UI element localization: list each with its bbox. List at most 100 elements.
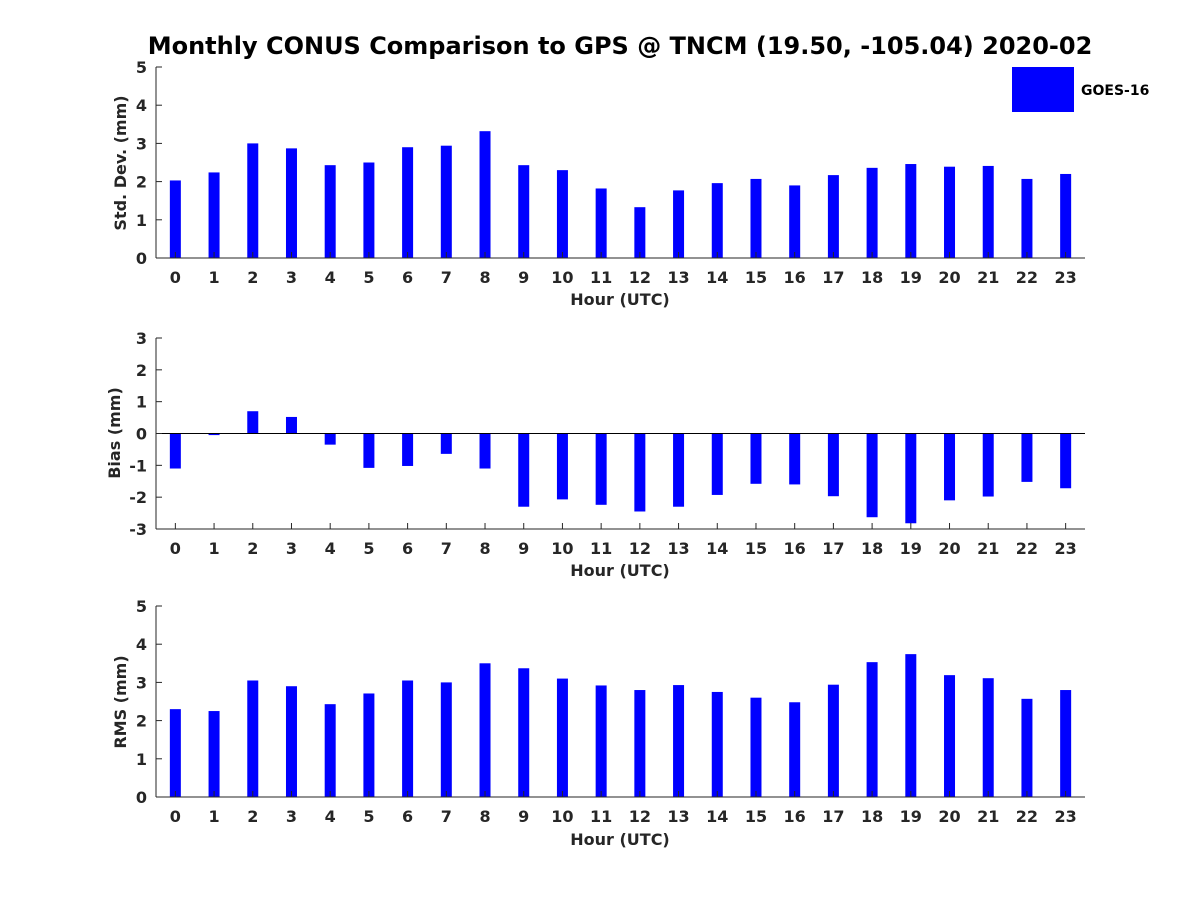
rms-bar (634, 690, 646, 797)
bias-bar (944, 433, 956, 501)
std-dev-bar (595, 188, 607, 258)
std-dev-x-tick-label: 11 (590, 268, 612, 287)
bias-x-tick-label: 7 (441, 539, 452, 558)
bias-x-tick-label: 0 (170, 539, 181, 558)
bias-bar (285, 416, 297, 434)
std-dev-y-tick-label: 2 (136, 173, 147, 192)
bias-x-tick-label: 5 (363, 539, 374, 558)
bias-x-tick-label: 11 (590, 539, 612, 558)
rms-x-tick-label: 3 (286, 807, 297, 826)
rms-bar (440, 682, 452, 797)
rms-bar (673, 685, 685, 797)
std-dev-x-axis-label: Hour (UTC) (570, 290, 670, 309)
bias-x-tick-label: 17 (822, 539, 844, 558)
bias-y-tick-label: -3 (129, 520, 147, 539)
figure-title: Monthly CONUS Comparison to GPS @ TNCM (… (148, 32, 1093, 60)
rms-x-tick-label: 22 (1016, 807, 1038, 826)
std-dev-x-tick-label: 4 (325, 268, 336, 287)
bias-x-tick-label: 12 (629, 539, 651, 558)
std-dev-y-tick-label: 3 (136, 134, 147, 153)
bias-bar (866, 433, 878, 518)
bias-bar (595, 433, 607, 505)
bias-x-tick-label: 10 (551, 539, 573, 558)
rms-bar (789, 702, 801, 797)
rms-x-tick-label: 17 (822, 807, 844, 826)
rms-bar (169, 709, 181, 797)
std-dev-bar (285, 148, 297, 258)
rms-x-tick-label: 13 (667, 807, 689, 826)
rms-x-tick-label: 14 (706, 807, 728, 826)
std-dev-bar (363, 162, 375, 258)
bias-bar (827, 433, 839, 497)
bias-bar (208, 433, 220, 436)
rms-x-axis-label: Hour (UTC) (570, 830, 670, 849)
std-dev-x-tick-label: 6 (402, 268, 413, 287)
rms-x-tick-label: 19 (900, 807, 922, 826)
std-dev-bar (556, 170, 568, 258)
rms-x-tick-label: 1 (208, 807, 219, 826)
rms-x-tick-label: 10 (551, 807, 573, 826)
std-dev-bars (169, 131, 1072, 258)
rms-bar (595, 685, 607, 797)
std-dev-y-axis-label: Std. Dev. (mm) (111, 95, 130, 230)
rms-x-tick-label: 0 (170, 807, 181, 826)
bias-x-tick-label: 6 (402, 539, 413, 558)
std-dev-x-tick-label: 14 (706, 268, 728, 287)
rms-bars (169, 654, 1072, 797)
rms-bar (363, 693, 375, 797)
bias-y-tick-label: -1 (129, 456, 147, 475)
std-dev-bar (208, 172, 220, 258)
std-dev-bar (711, 183, 723, 258)
std-dev-x-tick-label: 10 (551, 268, 573, 287)
rms-bar (208, 711, 220, 797)
std-dev-bar (440, 145, 452, 258)
std-dev-x-tick-label: 5 (363, 268, 374, 287)
rms-bar (324, 704, 336, 797)
rms-bar (750, 697, 762, 797)
std-dev-bar (750, 178, 762, 258)
rms-bar (1021, 698, 1033, 797)
bias-x-tick-label: 1 (208, 539, 219, 558)
std-dev-bar (1060, 173, 1072, 258)
bias-x-tick-label: 9 (518, 539, 529, 558)
std-dev-y-tick-label: 1 (136, 211, 147, 230)
bias-x-tick-label: 4 (325, 539, 336, 558)
bias-y-tick-label: 2 (136, 361, 147, 380)
bias-bar (440, 433, 452, 454)
rms-x-tick-label: 5 (363, 807, 374, 826)
bias-y-tick-label: 1 (136, 393, 147, 412)
std-dev-bar (402, 147, 414, 258)
rms-bar (944, 675, 956, 797)
bias-x-tick-label: 3 (286, 539, 297, 558)
rms-y-tick-label: 4 (136, 635, 147, 654)
rms-x-tick-label: 4 (325, 807, 336, 826)
std-dev-y-tick-label: 4 (136, 96, 147, 115)
rms-y-axis-label: RMS (mm) (111, 655, 130, 748)
bias-bar (479, 433, 491, 469)
bias-y-tick-label: 3 (136, 329, 147, 348)
rms-x-tick-label: 9 (518, 807, 529, 826)
std-dev-x-tick-label: 17 (822, 268, 844, 287)
bias-x-tick-label: 19 (900, 539, 922, 558)
std-dev-bar (866, 167, 878, 258)
rms-bar (866, 662, 878, 797)
rms-x-tick-label: 8 (479, 807, 490, 826)
rms-x-tick-label: 18 (861, 807, 883, 826)
bias-x-tick-label: 20 (938, 539, 960, 558)
std-dev-x-tick-label: 19 (900, 268, 922, 287)
rms-x-tick-label: 7 (441, 807, 452, 826)
std-dev-bar (169, 180, 181, 258)
bias-bar (518, 433, 530, 507)
std-dev-bar (905, 164, 917, 258)
std-dev-x-tick-label: 8 (479, 268, 490, 287)
std-dev-x-tick-label: 18 (861, 268, 883, 287)
std-dev-x-tick-label: 13 (667, 268, 689, 287)
bias-bar (363, 433, 375, 468)
rms-y-tick-label: 5 (136, 597, 147, 616)
bias-x-tick-label: 13 (667, 539, 689, 558)
bias-bar (247, 411, 259, 434)
bias-x-tick-label: 18 (861, 539, 883, 558)
